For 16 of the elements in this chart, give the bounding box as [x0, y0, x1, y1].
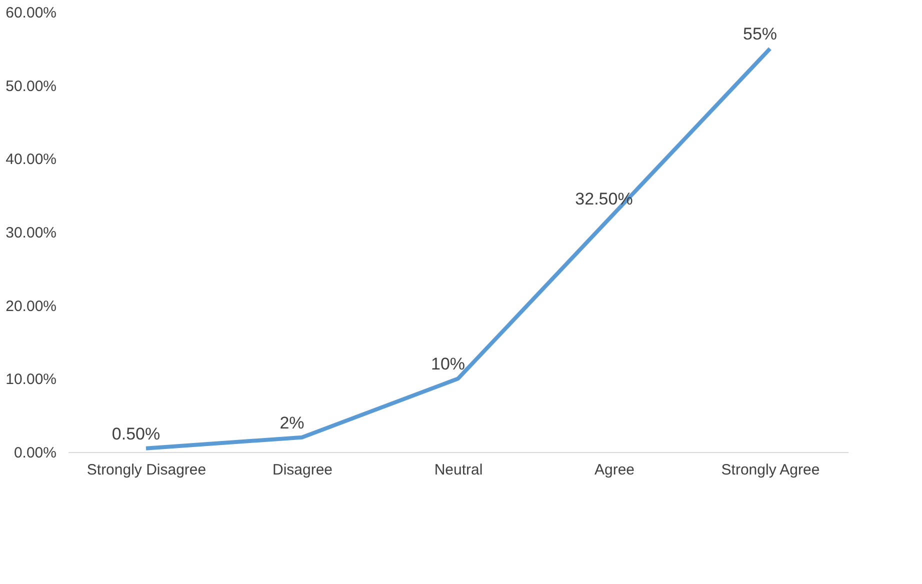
y-tick-label: 30.00%: [6, 224, 56, 242]
y-tick-label: 10.00%: [6, 371, 56, 388]
data-label: 10%: [430, 354, 466, 374]
x-tick-label: Disagree: [272, 462, 333, 478]
x-tick-label: Agree: [594, 462, 635, 478]
y-tick-label: 40.00%: [6, 151, 56, 168]
data-label: 2%: [280, 413, 304, 432]
y-tick-label: 20.00%: [6, 298, 56, 315]
data-label: 0.50%: [112, 424, 160, 444]
x-tick-label: Strongly Disagree: [86, 462, 206, 478]
y-tick-label: 0.00%: [14, 444, 56, 462]
x-tick-label: Strongly Agree: [721, 462, 820, 478]
y-tick-label: 60.00%: [6, 4, 56, 22]
data-label: 55%: [742, 24, 778, 44]
x-tick-label: Neutral: [434, 462, 483, 478]
y-tick-label: 50.00%: [6, 78, 56, 95]
